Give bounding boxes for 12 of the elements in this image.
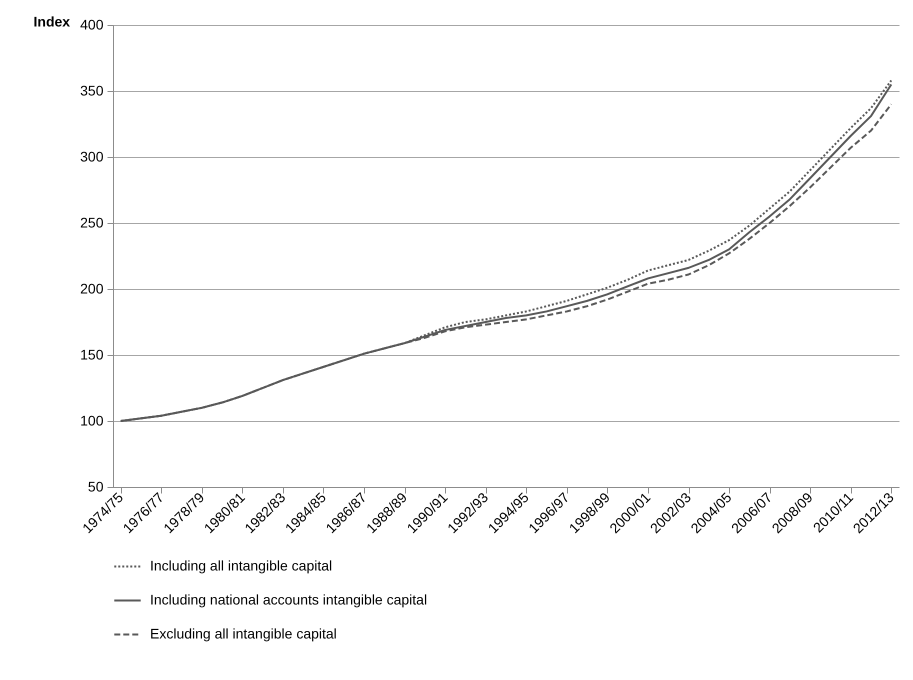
y-tick-label: 250: [80, 214, 104, 230]
y-tick-label: 300: [80, 148, 104, 164]
y-axis-title: Index: [34, 14, 70, 30]
y-tick-label: 150: [80, 346, 104, 362]
legend-label: Including national accounts intangible capital: [150, 592, 428, 608]
y-tick-label: 350: [80, 82, 104, 98]
legend-label: Including all intangible capital: [150, 558, 332, 574]
y-tick-label: 400: [80, 16, 104, 32]
legend-label: Excluding all intangible capital: [150, 626, 337, 642]
y-tick-label: 100: [80, 412, 104, 428]
y-tick-label: 50: [88, 478, 104, 494]
y-tick-label: 200: [80, 280, 104, 296]
